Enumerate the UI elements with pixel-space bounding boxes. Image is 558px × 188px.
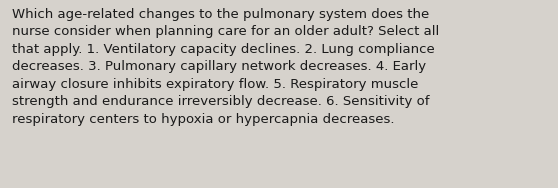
Text: Which age-related changes to the pulmonary system does the
nurse consider when p: Which age-related changes to the pulmona… (12, 8, 440, 126)
